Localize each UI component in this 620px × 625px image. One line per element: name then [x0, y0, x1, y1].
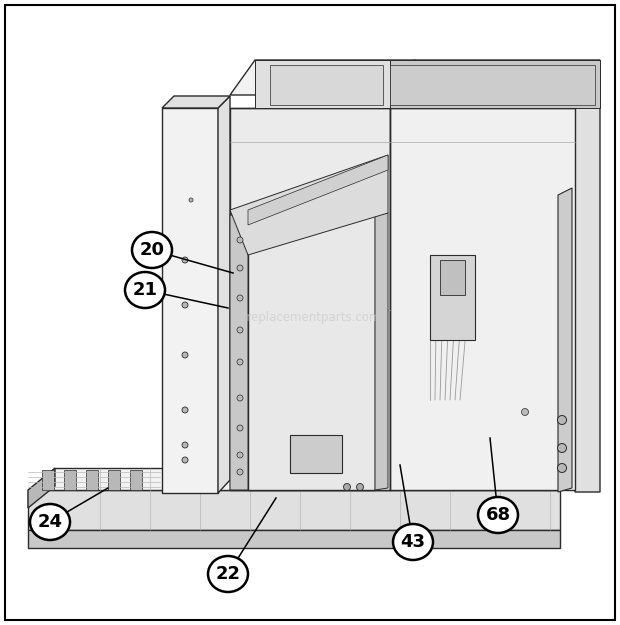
Circle shape	[356, 484, 363, 491]
Circle shape	[557, 444, 567, 452]
Polygon shape	[230, 60, 600, 95]
Circle shape	[343, 484, 350, 491]
Circle shape	[182, 257, 188, 263]
Polygon shape	[255, 60, 390, 108]
Circle shape	[182, 352, 188, 358]
Circle shape	[237, 295, 243, 301]
Polygon shape	[248, 155, 388, 225]
Polygon shape	[130, 470, 142, 490]
Polygon shape	[28, 468, 560, 490]
Circle shape	[557, 464, 567, 472]
Text: 43: 43	[401, 533, 425, 551]
Text: ereplacementparts.com: ereplacementparts.com	[239, 311, 381, 324]
Polygon shape	[64, 470, 76, 490]
Circle shape	[237, 469, 243, 475]
Circle shape	[237, 452, 243, 458]
Polygon shape	[390, 65, 595, 105]
Polygon shape	[290, 435, 342, 473]
Polygon shape	[28, 468, 55, 508]
Polygon shape	[42, 470, 54, 490]
Polygon shape	[86, 470, 98, 490]
Ellipse shape	[132, 232, 172, 268]
Polygon shape	[270, 65, 383, 105]
Circle shape	[237, 425, 243, 431]
Polygon shape	[218, 96, 230, 493]
Text: 22: 22	[216, 565, 241, 583]
Polygon shape	[430, 255, 475, 340]
Polygon shape	[390, 60, 600, 108]
Polygon shape	[28, 530, 560, 548]
Circle shape	[182, 302, 188, 308]
Ellipse shape	[30, 504, 70, 540]
Polygon shape	[28, 490, 560, 530]
Circle shape	[237, 237, 243, 243]
Circle shape	[182, 457, 188, 463]
Polygon shape	[162, 108, 218, 493]
Polygon shape	[558, 188, 572, 492]
Circle shape	[237, 359, 243, 365]
Ellipse shape	[478, 497, 518, 533]
Circle shape	[237, 265, 243, 271]
Text: 20: 20	[140, 241, 164, 259]
Polygon shape	[248, 210, 375, 490]
Text: 24: 24	[37, 513, 63, 531]
Text: 21: 21	[133, 281, 157, 299]
Polygon shape	[230, 210, 388, 215]
Polygon shape	[575, 60, 600, 492]
Ellipse shape	[393, 524, 433, 560]
Polygon shape	[230, 108, 390, 490]
Circle shape	[182, 407, 188, 413]
Circle shape	[189, 198, 193, 202]
Circle shape	[237, 395, 243, 401]
Polygon shape	[108, 470, 120, 490]
Polygon shape	[162, 96, 230, 108]
Circle shape	[521, 409, 528, 416]
Circle shape	[557, 416, 567, 424]
Polygon shape	[230, 210, 248, 490]
Polygon shape	[375, 210, 388, 490]
Text: 68: 68	[485, 506, 510, 524]
Polygon shape	[390, 108, 575, 490]
Ellipse shape	[208, 556, 248, 592]
Polygon shape	[230, 155, 388, 255]
Ellipse shape	[125, 272, 165, 308]
Circle shape	[182, 442, 188, 448]
Polygon shape	[440, 260, 465, 295]
Circle shape	[237, 327, 243, 333]
